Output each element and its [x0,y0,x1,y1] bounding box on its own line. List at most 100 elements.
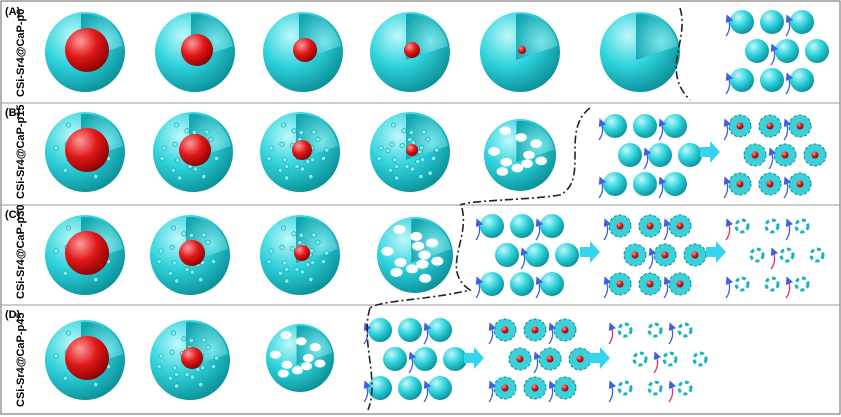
pore [201,232,207,238]
pore [53,353,59,359]
pore [511,163,524,173]
particle [790,10,814,34]
pore [266,259,272,265]
pore [177,175,183,181]
cutaway-sphere [153,112,233,192]
cutaway-sphere [150,320,230,400]
core [404,42,420,58]
pore [201,174,207,180]
particle-grid [723,114,827,199]
pore [416,259,429,269]
pore [282,260,288,266]
fragment [734,218,750,234]
cutaway-sphere [377,217,453,293]
core [676,222,684,230]
pore [189,269,195,275]
fiber [663,218,672,241]
pore [277,369,289,378]
fiber [658,176,667,199]
particle [443,347,467,371]
core [181,34,213,66]
fiber [475,276,484,299]
particle [368,318,392,342]
particle [775,39,799,63]
fragment [779,247,795,263]
pore [387,167,393,173]
particle [730,68,754,92]
pore [394,163,400,169]
cutaway-sphere [260,215,340,295]
pore [415,159,421,165]
fiber [598,118,607,141]
pore [204,129,210,135]
fiber [608,322,617,345]
pore [214,156,220,162]
cutaway-sphere [484,119,556,191]
pore [530,139,542,148]
pore [408,129,414,135]
pore [284,175,290,181]
pore [184,128,190,134]
pore [279,141,285,147]
pore [172,260,178,266]
pore [298,129,304,135]
pore [311,232,317,238]
pore [189,374,195,380]
pore [419,145,425,151]
fragment [662,351,678,367]
particle-grid [603,214,707,299]
pore [188,232,194,238]
pore [434,147,440,153]
pore [309,248,315,254]
core [65,128,109,172]
fiber [783,176,792,199]
cutaway-sphere [155,12,235,92]
fiber [668,322,677,345]
pore [291,231,297,237]
core [518,46,526,54]
particle-grid [608,322,708,403]
pore [294,266,300,272]
pore [291,128,297,134]
pore [175,157,181,163]
cutaway-sphere [45,12,125,92]
pore [315,239,321,245]
pore [281,360,293,369]
particle-grid [488,318,592,403]
particle-grid [363,318,467,403]
pore [308,277,314,283]
pore [184,266,190,272]
fragment [677,322,693,338]
pore [93,174,99,180]
fragment [794,218,810,234]
pore [321,259,327,265]
fiber [770,247,779,270]
particle [790,68,814,92]
fiber [548,322,557,345]
pore [406,264,419,274]
pore [378,145,384,151]
process-arrow [464,347,484,369]
pore [393,224,406,234]
core [691,251,699,259]
particle-grid [725,10,829,95]
core [406,144,418,156]
fiber [725,14,734,37]
pore [298,232,304,238]
core [616,280,624,288]
cutaway-sphere [266,324,334,392]
pore [161,145,167,151]
pore [62,375,68,381]
pore [409,166,415,172]
pore [268,145,274,151]
fragment [764,276,780,292]
particle [398,318,422,342]
fragment [692,351,708,367]
pore [381,246,394,256]
row-label: CSi-Sr4@CaP-p45 [15,313,27,407]
cutaway-sphere [45,112,125,192]
row-label: CSi-Sr4@CaP-p15 [15,105,27,199]
pore [303,353,314,363]
particle [510,214,534,238]
fiber [535,276,544,299]
